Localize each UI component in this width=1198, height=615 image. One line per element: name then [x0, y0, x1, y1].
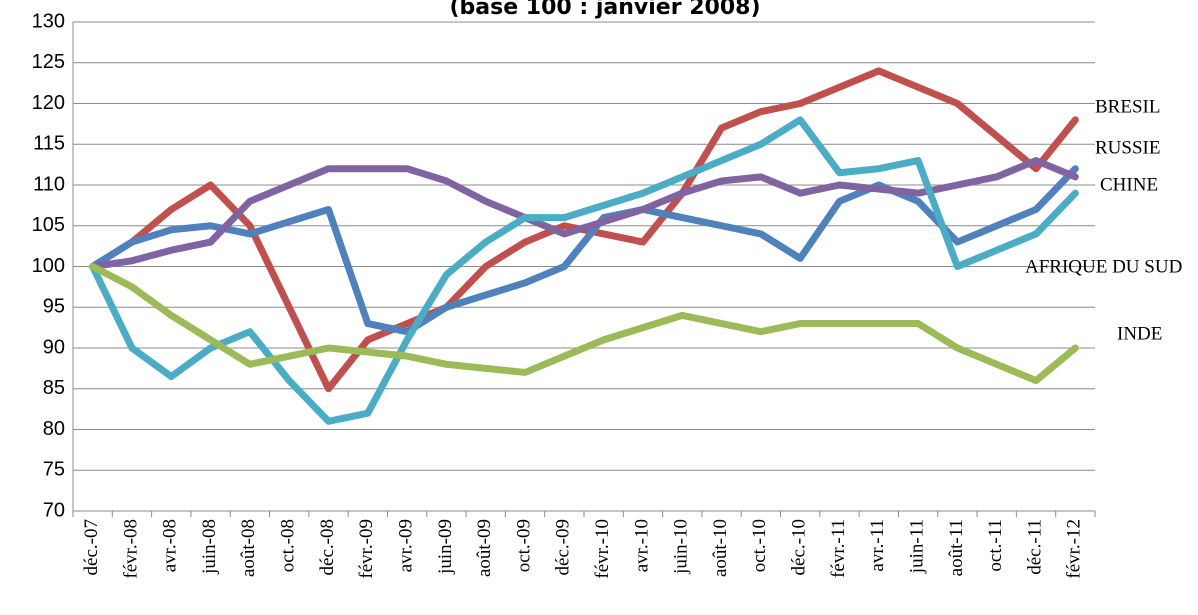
x-tick-label: avr.-11 — [867, 519, 888, 572]
x-tick-label: août-09 — [474, 519, 495, 577]
x-tick-label: févr.-10 — [592, 519, 613, 579]
x-tick-label: oct.-08 — [278, 519, 299, 572]
x-tick-label: oct.-11 — [985, 519, 1006, 572]
series-line — [89, 263, 1079, 385]
x-tick-label: août-10 — [710, 519, 731, 577]
x-tick-label: févr.-11 — [828, 519, 849, 578]
x-tick-label: déc.-08 — [317, 519, 338, 575]
x-tick-label: oct.-09 — [513, 519, 534, 572]
x-tick-label: juin-09 — [435, 519, 456, 575]
y-tick-label: 70 — [43, 499, 65, 521]
y-tick-label: 75 — [43, 459, 65, 481]
x-tick-label: avr.-09 — [395, 519, 416, 572]
series-line — [89, 157, 1079, 270]
x-tick-label: avr.-10 — [631, 519, 652, 572]
y-tick-label: 125 — [32, 51, 65, 73]
y-tick-label: 100 — [32, 255, 65, 277]
y-tick-label: 95 — [43, 296, 65, 318]
x-tick-label: août-11 — [946, 519, 967, 576]
y-tick-label: 105 — [32, 214, 65, 236]
x-tick-label: juin-08 — [199, 519, 220, 575]
y-tick-label: 80 — [43, 418, 65, 440]
x-tick-label: juin-10 — [671, 519, 692, 575]
series-line — [89, 116, 1079, 425]
series-line — [89, 165, 1079, 336]
series-label: CHINE — [1100, 174, 1158, 195]
y-tick-label: 120 — [32, 92, 65, 114]
x-tick-label: déc.-11 — [1024, 519, 1045, 575]
y-tick-label: 110 — [33, 173, 65, 195]
x-tick-label: févr.-12 — [1064, 519, 1085, 579]
x-tick-label: avr.-08 — [160, 519, 181, 572]
x-tick-label: févr.-08 — [120, 519, 141, 579]
series-label: AFRIQUE DU SUD — [1025, 256, 1182, 277]
y-tick-label: 85 — [43, 377, 65, 399]
series-label: INDE — [1117, 323, 1162, 344]
x-tick-label: déc.-07 — [81, 519, 102, 575]
series-label: BRESIL — [1095, 96, 1160, 117]
chart-title: (base 100 : janvier 2008) — [449, 0, 760, 20]
x-tick-label: juin-11 — [906, 519, 927, 574]
x-tick-label: févr.-09 — [356, 519, 377, 579]
y-tick-label: 115 — [33, 133, 65, 155]
x-tick-label: oct.-10 — [749, 519, 770, 572]
x-tick-label: déc.-09 — [553, 519, 574, 575]
x-tick-label: déc.-10 — [789, 519, 810, 575]
series-label: RUSSIE — [1095, 137, 1160, 158]
y-tick-label: 90 — [43, 336, 65, 358]
y-tick-label: 130 — [32, 10, 65, 32]
x-tick-label: août-08 — [238, 519, 259, 577]
